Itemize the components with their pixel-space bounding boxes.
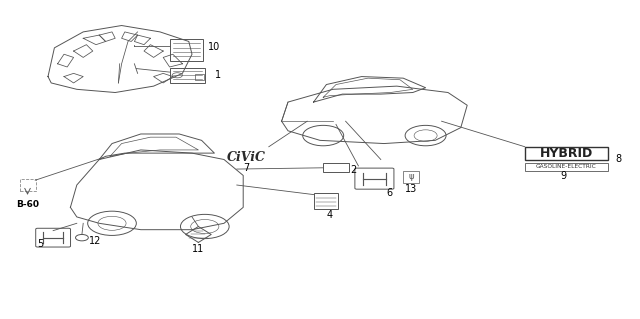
Text: B-60: B-60 (16, 200, 39, 209)
Text: ψ: ψ (408, 172, 413, 181)
Text: GASOLINE-ELECTRIC: GASOLINE-ELECTRIC (536, 164, 596, 169)
Bar (19, 179, 35, 191)
Bar (323, 163, 349, 172)
Bar (525, 147, 608, 160)
Text: CiViC: CiViC (227, 152, 266, 164)
Bar (525, 163, 608, 171)
Text: 2: 2 (350, 165, 356, 175)
Bar (314, 193, 338, 209)
Text: 8: 8 (616, 154, 622, 165)
Text: 1: 1 (214, 70, 221, 80)
Text: 7: 7 (243, 163, 250, 174)
Bar (195, 74, 204, 80)
Text: 9: 9 (560, 171, 566, 182)
Text: 12: 12 (88, 235, 101, 246)
Bar (403, 171, 419, 183)
Text: 5: 5 (37, 239, 44, 249)
Text: 6: 6 (386, 188, 392, 198)
Bar (170, 68, 205, 83)
Bar (170, 39, 203, 61)
Text: 13: 13 (405, 184, 418, 194)
Text: 4: 4 (326, 210, 333, 220)
Text: HYBRID: HYBRID (540, 147, 593, 160)
Text: 11: 11 (192, 244, 205, 254)
Text: 10: 10 (208, 42, 221, 52)
